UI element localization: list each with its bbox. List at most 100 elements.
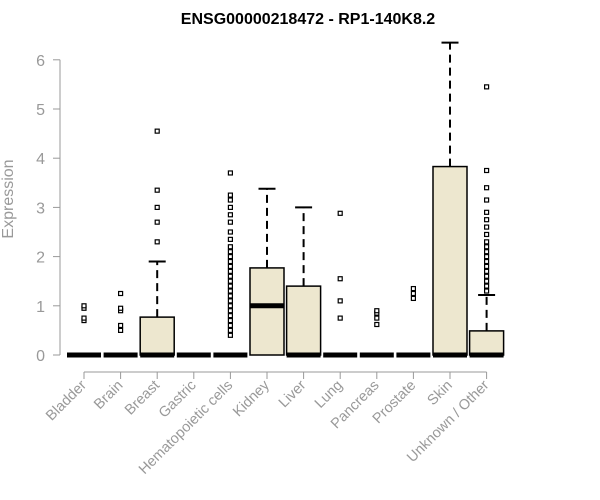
outlier-point bbox=[410, 295, 416, 302]
outlier-point bbox=[154, 219, 160, 225]
box-group bbox=[359, 308, 394, 358]
outlier-point bbox=[227, 236, 233, 242]
x-tick-label: Liver bbox=[276, 377, 310, 411]
outlier-point bbox=[484, 258, 490, 265]
outlier-point bbox=[227, 327, 233, 333]
outlier-point bbox=[227, 293, 233, 299]
outlier-point bbox=[484, 185, 490, 191]
outlier-point bbox=[227, 268, 233, 274]
outlier-point bbox=[337, 298, 343, 304]
outlier-point bbox=[227, 192, 233, 198]
y-tick-label: 1 bbox=[36, 299, 45, 316]
outlier-point bbox=[227, 212, 233, 218]
outlier-point bbox=[484, 278, 490, 284]
box-group bbox=[103, 290, 138, 358]
x-tick-label: Bladder bbox=[43, 377, 90, 424]
box bbox=[468, 330, 505, 356]
outlier-point bbox=[410, 290, 416, 297]
outlier-point bbox=[227, 322, 233, 329]
outlier-point bbox=[117, 305, 124, 311]
outlier-point bbox=[227, 313, 233, 319]
outlier-point bbox=[484, 283, 490, 289]
x-tick-label: Kidney bbox=[230, 377, 273, 420]
outlier-point bbox=[484, 254, 490, 260]
outlier-point bbox=[484, 167, 490, 174]
outlier-point bbox=[227, 244, 233, 250]
outlier-point bbox=[227, 308, 233, 314]
outlier-point bbox=[484, 273, 490, 279]
outlier-point bbox=[484, 197, 490, 203]
outlier-point bbox=[484, 239, 490, 245]
outlier-point bbox=[374, 308, 380, 314]
outlier-point bbox=[81, 315, 87, 321]
outlier-point bbox=[117, 290, 124, 297]
outlier-point bbox=[227, 258, 233, 265]
box bbox=[139, 316, 175, 356]
outlier-point bbox=[227, 254, 233, 260]
outlier-point bbox=[227, 278, 233, 284]
outlier-point bbox=[374, 315, 380, 321]
outlier-point bbox=[227, 249, 233, 255]
y-tick-label: 5 bbox=[36, 102, 45, 119]
y-tick-label: 3 bbox=[36, 200, 45, 217]
outlier-point bbox=[227, 283, 233, 289]
outlier-point bbox=[227, 288, 233, 294]
outlier-point bbox=[81, 303, 87, 309]
outlier-point bbox=[227, 219, 233, 225]
box-group bbox=[396, 285, 431, 358]
outlier-point bbox=[484, 244, 490, 250]
outlier-point bbox=[227, 332, 233, 338]
outlier-point bbox=[227, 263, 233, 270]
outlier-point bbox=[227, 303, 233, 309]
outlier-point bbox=[154, 204, 160, 210]
outlier-point bbox=[154, 239, 160, 245]
box-group bbox=[432, 41, 468, 358]
outlier-point bbox=[484, 84, 490, 90]
outlier-point bbox=[154, 187, 160, 193]
box-group bbox=[249, 187, 285, 356]
box-group bbox=[468, 84, 505, 358]
outlier-point bbox=[227, 317, 233, 324]
outlier-point bbox=[227, 229, 233, 235]
outlier-point bbox=[227, 204, 233, 210]
outlier-point bbox=[227, 273, 233, 279]
outlier-point bbox=[337, 276, 343, 282]
x-tick-label: Skin bbox=[425, 378, 456, 409]
y-tick-label: 4 bbox=[36, 151, 45, 168]
box bbox=[249, 267, 285, 356]
box bbox=[432, 165, 468, 356]
outlier-point bbox=[227, 197, 233, 203]
box-group bbox=[285, 206, 322, 358]
boxes bbox=[67, 41, 505, 358]
axes: 0 1 2 3 4 5 6 bbox=[36, 53, 488, 379]
outlier-point bbox=[227, 170, 233, 176]
outlier-point bbox=[410, 285, 416, 292]
outlier-point bbox=[484, 288, 490, 294]
outlier-point bbox=[117, 322, 124, 329]
outlier-point bbox=[337, 315, 343, 321]
outlier-point bbox=[484, 268, 490, 274]
outlier-point bbox=[484, 231, 490, 238]
outlier-point bbox=[227, 298, 233, 304]
box-group bbox=[67, 303, 101, 358]
outlier-point bbox=[484, 209, 490, 215]
outlier-point bbox=[154, 128, 160, 134]
box-group bbox=[323, 210, 358, 358]
chart-title: ENSG00000218472 - RP1-140K8.2 bbox=[181, 11, 435, 28]
outlier-point bbox=[374, 321, 380, 328]
outlier-point bbox=[484, 263, 490, 270]
outlier-point bbox=[484, 249, 490, 255]
outlier-point bbox=[484, 217, 490, 223]
outlier-point bbox=[117, 327, 124, 333]
box-group bbox=[213, 170, 248, 358]
outlier-point bbox=[337, 210, 343, 216]
box-group bbox=[139, 128, 175, 358]
x-tick-label: Lung bbox=[312, 378, 346, 412]
y-axis-label: Expression bbox=[0, 159, 17, 238]
y-tick-label: 6 bbox=[36, 53, 45, 70]
box bbox=[285, 285, 322, 356]
y-tick-label: 2 bbox=[36, 250, 45, 267]
y-tick-label: 0 bbox=[36, 348, 45, 365]
